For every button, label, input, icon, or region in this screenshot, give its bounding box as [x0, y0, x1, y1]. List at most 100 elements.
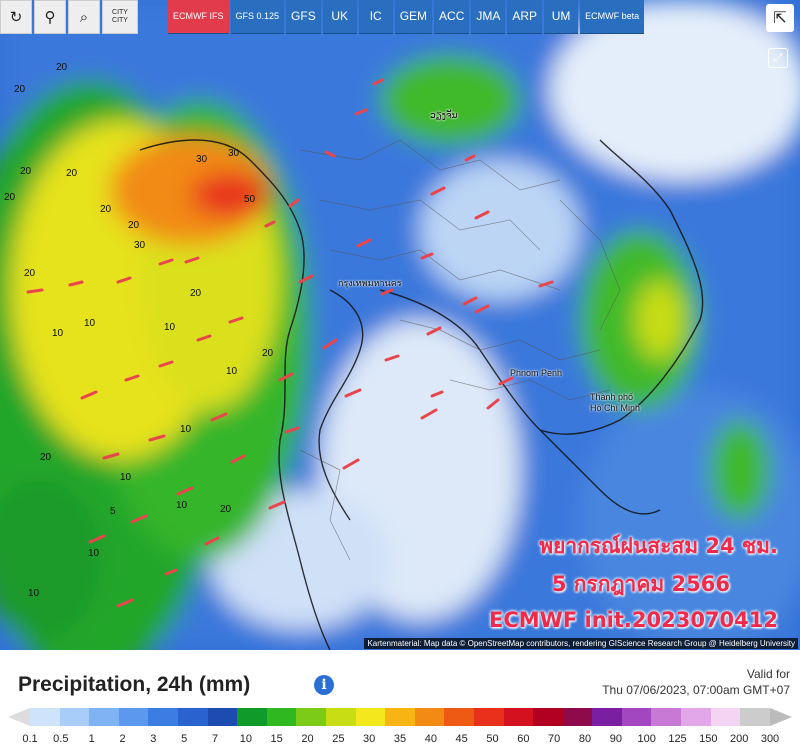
model-button-arp[interactable]: ARP	[507, 0, 543, 34]
model-button-acc[interactable]: ACC	[434, 0, 470, 34]
colorbar-segment	[592, 708, 622, 726]
colorbar-tick-label: 7	[211, 733, 219, 745]
colorbar-tick-label: 125	[668, 733, 687, 745]
refresh-button[interactable]: ↻	[0, 0, 32, 34]
colorbar-segment	[148, 708, 178, 726]
colorbar-tick-label: 90	[609, 733, 622, 745]
colorbar-segment	[503, 708, 534, 726]
map-value-label: 30	[134, 240, 146, 251]
map-value-label: 30	[196, 154, 208, 165]
colorbar-segment	[562, 708, 593, 726]
map-value-label: 10	[120, 472, 132, 483]
colorbar-segment	[710, 708, 741, 726]
colorbar-tick-label: 5	[181, 733, 188, 745]
colorbar-tick-label: 80	[578, 733, 592, 745]
colorbar-tick-label: 20	[301, 733, 314, 745]
colorbar-tick-label: 150	[699, 733, 718, 745]
city-toggle-button[interactable]: CITY CITY	[102, 0, 138, 34]
map-value-label: 50	[244, 194, 256, 205]
map-toolbar: ↻ ⚲ ⌕ CITY CITY	[0, 0, 138, 36]
valid-label: Valid for	[746, 667, 790, 681]
legend-title: Precipitation, 24h (mm)	[18, 673, 251, 696]
colorbar-segment	[325, 708, 356, 726]
model-button-ic[interactable]: IC	[358, 0, 393, 34]
precipitation-map[interactable]: 20 20 20 20 20 20 30 30 50 20 20 10 10 10 20 20 30 10 10 10…	[0, 0, 800, 650]
map-value-label: 30	[228, 148, 240, 159]
colorbar-segment	[473, 708, 504, 726]
fullscreen-button[interactable]: ⤢	[768, 48, 788, 68]
colorbar-segment	[89, 708, 119, 726]
map-value-label: 10	[88, 548, 100, 559]
colorbar-tick-label: 70	[548, 733, 561, 745]
forecast-init: ECMWF init.2023070412	[489, 608, 778, 632]
colorbar-segment	[207, 708, 238, 726]
map-value-label: 20	[66, 168, 78, 179]
map-value-label: 20	[20, 166, 32, 177]
info-icon[interactable]: i	[314, 675, 334, 695]
colorbar	[30, 708, 770, 726]
model-button-um[interactable]: UM	[544, 0, 579, 34]
map-value-label: 20	[40, 452, 52, 463]
location-button[interactable]: ⚲	[34, 0, 66, 34]
city-toggle-label: CITY CITY	[112, 9, 128, 24]
model-button-gfs-0-125[interactable]: GFS 0.125	[230, 0, 285, 34]
colorbar-ticks: 0.1 0.5 1 2 3 5 7 10 15 20 25 30 35 40 45 50 60 70 80 90 100…	[22, 733, 779, 747]
colorbar-tick-label: 1	[88, 733, 95, 745]
colorbar-segment	[355, 708, 386, 726]
zoom-button[interactable]: ⌕	[68, 0, 100, 34]
map-value-label: 20	[56, 62, 68, 73]
map-value-label: 20	[220, 504, 232, 515]
colorbar-tick-label: 0.1	[22, 733, 38, 745]
colorbar-tick-label: 40	[424, 733, 437, 745]
location-pin-icon: ⚲	[44, 9, 56, 26]
map-value-label: 10	[84, 318, 96, 329]
colorbar-tick-label: 30	[363, 733, 376, 745]
colorbar-tick-label: 300	[760, 733, 780, 745]
city-label-vientiane: ວຽງຈັນ	[430, 110, 458, 120]
map-value-label: 10	[176, 500, 188, 511]
valid-datetime: Thu 07/06/2023, 07:00am GMT+07	[602, 683, 790, 697]
colorbar-segment	[651, 708, 682, 726]
map-value-label: 10	[226, 366, 238, 377]
model-button-gem[interactable]: GEM	[394, 0, 433, 34]
forecast-title: พยากรณ์ฝนสะสม 24 ชม.	[539, 534, 778, 558]
model-button-jma[interactable]: JMA	[471, 0, 506, 34]
city-label-hcmc-line1: Thành phố	[590, 392, 634, 402]
colorbar-segment	[414, 708, 445, 726]
colorbar-tick-label: 35	[393, 733, 407, 745]
zoom-icon: ⌕	[79, 8, 89, 26]
colorbar-segment	[30, 708, 60, 726]
map-attribution: Kartenmaterial: Map data © OpenStreetMap…	[364, 638, 798, 649]
colorbar-tick-label: 10	[239, 733, 252, 745]
colorbar-segment	[59, 708, 90, 726]
forecast-date: 5 กรกฎาคม 2566	[551, 572, 730, 596]
colorbar-segment	[444, 708, 474, 726]
colorbar-segment	[621, 708, 652, 726]
refresh-icon: ↻	[9, 9, 23, 26]
colorbar-segment	[681, 708, 711, 726]
map-value-label: 10	[28, 588, 40, 599]
map-value-label: 20	[128, 220, 140, 231]
city-label-bangkok: กรุงเทพมหานคร	[338, 278, 402, 288]
map-value-label: 20	[190, 288, 202, 299]
share-button[interactable]: ⇱	[766, 4, 794, 32]
colorbar-max-arrow	[770, 708, 792, 726]
colorbar-tick-label: 60	[517, 733, 530, 745]
map-value-label: 10	[180, 424, 192, 435]
model-button-uk[interactable]: UK	[322, 0, 357, 34]
colorbar-segment	[177, 708, 208, 726]
map-value-label: 20	[24, 268, 36, 279]
model-selector: ECMWF IFS GFS 0.125 GFS UK IC GEM ACC JMA ARP UM E…	[168, 0, 645, 34]
model-button-gfs[interactable]: GFS	[286, 0, 321, 34]
colorbar-tick-label: 3	[150, 733, 157, 745]
model-button-ecmwf-beta[interactable]: ECMWF beta	[580, 0, 645, 34]
map-value-label: 10	[164, 322, 176, 333]
map-value-label: 20	[14, 84, 26, 95]
colorbar-tick-label: 25	[332, 733, 345, 745]
colorbar-tick-label: 200	[729, 733, 749, 745]
map-value-label: 10	[52, 328, 64, 339]
colorbar-segment	[237, 708, 267, 726]
model-button-ecmwf-ifs[interactable]: ECMWF IFS	[168, 0, 229, 34]
colorbar-segment	[266, 708, 297, 726]
map-canvas: 20 20 20 20 20 20 30 30 50 20 20 10 10 10 20 20 30 10 10 10…	[0, 0, 800, 650]
